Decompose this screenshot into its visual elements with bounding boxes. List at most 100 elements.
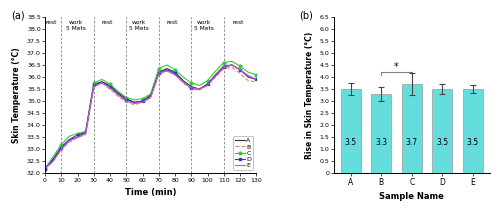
Text: (a): (a) — [11, 10, 25, 20]
B — [229, 66, 235, 69]
C — [99, 78, 105, 81]
E — [204, 84, 210, 87]
C — [50, 155, 56, 158]
X-axis label: Sample Name: Sample Name — [380, 192, 444, 201]
D — [66, 138, 72, 141]
C — [124, 96, 130, 99]
E — [132, 102, 138, 105]
C — [82, 130, 88, 133]
Text: (b): (b) — [299, 10, 313, 20]
E — [254, 78, 260, 81]
B — [148, 96, 154, 99]
B — [91, 85, 97, 88]
D — [140, 100, 145, 102]
B — [212, 76, 218, 78]
D — [188, 87, 194, 89]
A — [229, 64, 235, 66]
C — [212, 70, 218, 72]
D — [172, 72, 178, 75]
E — [42, 167, 48, 170]
Text: *: * — [394, 62, 399, 72]
C — [164, 64, 170, 66]
E — [221, 66, 227, 69]
D — [245, 75, 251, 77]
D — [42, 167, 48, 170]
C — [91, 82, 97, 84]
E — [229, 64, 235, 66]
C — [196, 84, 202, 87]
C — [221, 61, 227, 64]
A — [204, 83, 210, 85]
A — [140, 100, 145, 102]
Line: A: A — [45, 65, 256, 169]
B — [237, 72, 243, 75]
D — [180, 81, 186, 83]
Text: rest: rest — [166, 20, 177, 25]
B — [164, 70, 170, 72]
E — [124, 100, 130, 102]
E — [156, 72, 162, 75]
B — [66, 141, 72, 143]
Text: work
5 Mets: work 5 Mets — [194, 20, 214, 31]
B — [74, 136, 80, 139]
A — [107, 84, 113, 87]
D — [196, 88, 202, 90]
B — [50, 160, 56, 163]
D — [254, 78, 260, 81]
A — [245, 76, 251, 78]
B — [204, 84, 210, 87]
D — [164, 69, 170, 71]
E — [50, 160, 56, 163]
B — [196, 89, 202, 92]
D — [115, 93, 121, 95]
A — [156, 71, 162, 73]
E — [66, 140, 72, 142]
Line: D: D — [44, 64, 258, 170]
B — [124, 101, 130, 104]
E — [107, 87, 113, 89]
Bar — [402, 84, 421, 173]
Text: 3.5: 3.5 — [436, 138, 448, 147]
E — [148, 96, 154, 99]
C — [74, 133, 80, 135]
A — [212, 73, 218, 76]
Text: 3.5: 3.5 — [344, 138, 356, 147]
E — [237, 69, 243, 71]
B — [180, 82, 186, 84]
A — [124, 97, 130, 100]
A — [82, 131, 88, 134]
B — [156, 73, 162, 76]
A — [180, 79, 186, 82]
C — [180, 76, 186, 78]
C — [188, 82, 194, 84]
C — [254, 73, 260, 76]
B — [140, 101, 145, 104]
D — [50, 159, 56, 162]
A — [115, 91, 121, 94]
A — [148, 94, 154, 96]
A — [164, 67, 170, 70]
A — [99, 81, 105, 83]
E — [164, 70, 170, 72]
C — [148, 93, 154, 95]
B — [42, 167, 48, 170]
C — [58, 143, 64, 146]
A — [172, 71, 178, 73]
D — [82, 131, 88, 134]
Bar — [463, 89, 483, 173]
D — [221, 66, 227, 69]
C — [140, 97, 145, 100]
D — [91, 84, 97, 87]
Text: work
5 Mets: work 5 Mets — [130, 20, 149, 31]
B — [115, 95, 121, 98]
B — [172, 73, 178, 76]
A — [42, 167, 48, 170]
Bar — [340, 89, 360, 173]
D — [212, 75, 218, 77]
Y-axis label: Rise in Skin Temperature (°C): Rise in Skin Temperature (°C) — [305, 32, 314, 159]
B — [82, 134, 88, 136]
A — [254, 78, 260, 81]
D — [107, 85, 113, 88]
B — [188, 88, 194, 90]
E — [91, 85, 97, 88]
